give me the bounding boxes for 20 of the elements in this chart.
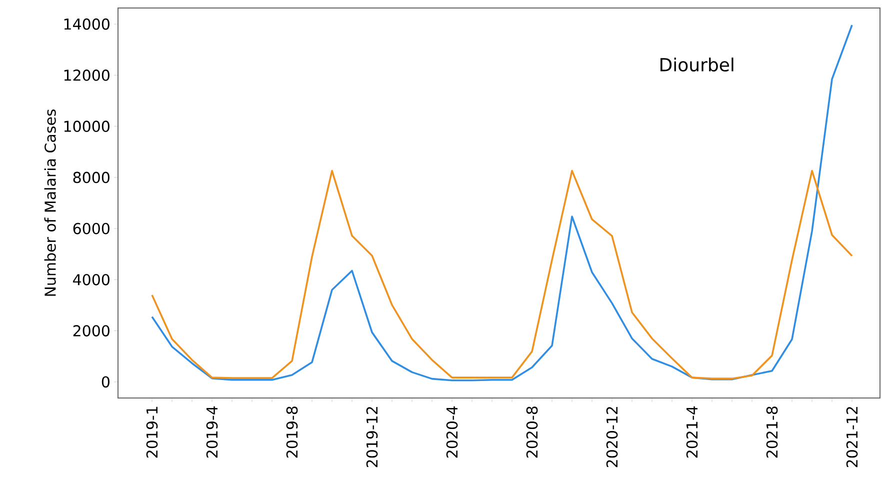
y-tick-label: 10000 bbox=[64, 120, 110, 132]
annotation: Diourbel bbox=[660, 58, 734, 72]
x-tick-label: 2021-12 bbox=[846, 407, 858, 468]
y-tick-label: 6000 bbox=[73, 222, 110, 234]
x-tick-label: 2019-4 bbox=[206, 406, 218, 458]
y-tick-label: 8000 bbox=[73, 172, 110, 184]
x-tick-label: 2019-12 bbox=[366, 407, 378, 468]
x-tick-label: 2019-8 bbox=[286, 406, 298, 458]
x-tick-label: 2021-4 bbox=[686, 406, 698, 458]
x-tick-label: 2020-12 bbox=[606, 407, 618, 468]
x-tick-label: 2019-1 bbox=[146, 406, 158, 458]
y-tick-label: 2000 bbox=[73, 325, 110, 336]
y-tick-label: 0 bbox=[102, 376, 110, 388]
y-axis-title: Number of Malaria Cases bbox=[44, 109, 56, 296]
x-tick-label: 2020-8 bbox=[526, 406, 538, 458]
y-tick-label: 12000 bbox=[64, 70, 110, 81]
x-tick-label: 2020-4 bbox=[446, 406, 458, 458]
x-tick-label: 2021-8 bbox=[766, 406, 778, 458]
y-tick-label: 4000 bbox=[73, 274, 110, 286]
y-tick-label: 14000 bbox=[64, 18, 110, 30]
